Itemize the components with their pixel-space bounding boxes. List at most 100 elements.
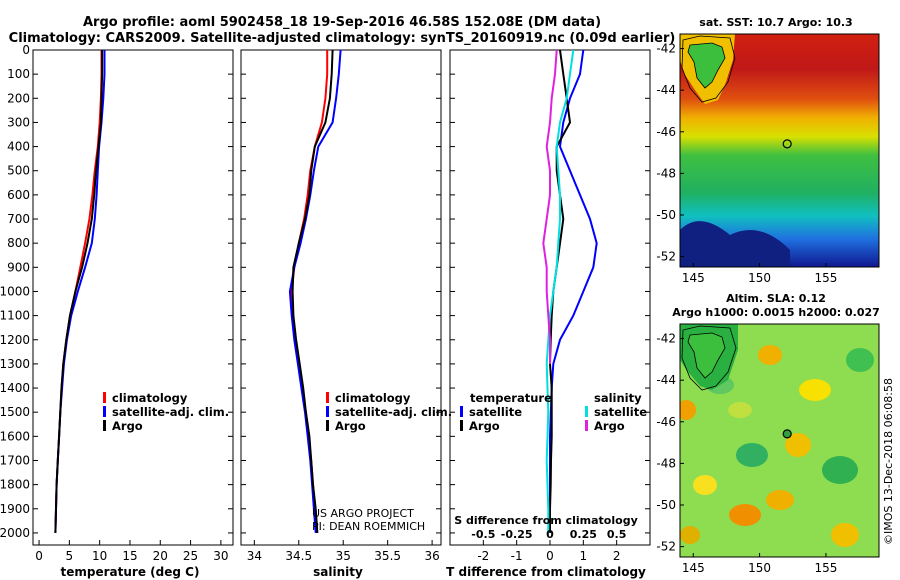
- depth-tick-label: 1600: [0, 429, 30, 443]
- series-line-satellite-adj-clim-: [288, 49, 342, 533]
- sla-map-ticks: 145 150 155 -42 -44 -46 -48 -50 -52: [656, 332, 837, 575]
- s-difference-inner-label: S difference from climatology: [454, 514, 638, 527]
- depth-tick-label: 2000: [0, 526, 30, 540]
- sla-map-frame: [679, 323, 880, 558]
- legend-label-sal-satellite: satellite: [594, 405, 647, 419]
- temperature-axis-ticks: 0 5 10 15 20 25 30: [35, 540, 229, 563]
- sla-high-anomaly: [758, 345, 782, 365]
- depth-tick-label: 1200: [0, 333, 30, 347]
- legend-label-climatology: climatology: [112, 391, 188, 405]
- difference-panel: -2 -1 0 1 2 T difference from climatology S …: [446, 49, 651, 579]
- salinity-legend: climatology satellite-adj. clim. Argo: [326, 391, 452, 433]
- inner-tick-label: 0.25: [570, 528, 597, 541]
- sla-map-panel: Altim. SLA: 0.12 Argo h1000: 0.0015 h200…: [656, 292, 879, 575]
- depth-tick-label: 700: [7, 212, 30, 226]
- series-line-argo: [54, 50, 104, 533]
- legend-header-salinity: salinity: [594, 391, 642, 405]
- sla-map-title: Altim. SLA: 0.12: [726, 292, 826, 305]
- legend-swatch-sal-satellite: [585, 406, 588, 417]
- depth-tick-label: 1700: [0, 453, 30, 467]
- inner-tick-label: 0: [546, 528, 554, 541]
- timestamp-label: ©IMOS 13-Dec-2018 06:08:58: [882, 378, 895, 545]
- difference-series: [542, 49, 598, 533]
- difference-axis-ticks: -2 -1 0 1 2: [477, 540, 620, 563]
- sla-high-anomaly: [766, 490, 794, 510]
- depth-tick-label: 1900: [0, 502, 30, 516]
- depth-tick-label: 1400: [0, 381, 30, 395]
- series-line-argo: [291, 49, 334, 533]
- x-tick-label: 2: [613, 549, 621, 563]
- legend-swatch-temp-satellite: [460, 406, 463, 417]
- x-tick-label: 36: [424, 549, 439, 563]
- longitude-tick-label: 145: [682, 561, 705, 575]
- x-tick-label: 15: [122, 549, 137, 563]
- inner-tick-label: -0.25: [501, 528, 533, 541]
- sst-cold-pool: [680, 221, 790, 267]
- legend-label-argo: Argo: [335, 419, 366, 433]
- legend-swatch-temp-argo: [460, 420, 463, 431]
- legend-label-argo: Argo: [112, 419, 143, 433]
- sla-low-anomaly: [736, 443, 768, 467]
- depth-tick-label: 800: [7, 236, 30, 250]
- credit-line-1: US ARGO PROJECT: [312, 507, 414, 520]
- depth-tick-label: 100: [7, 67, 30, 81]
- x-tick-label: 35.5: [374, 549, 401, 563]
- sla-high-anomaly: [831, 523, 859, 547]
- latitude-tick-label: -52: [656, 250, 676, 264]
- depth-tick-label: 1000: [0, 284, 30, 298]
- title-line-1: Argo profile: aoml 5902458_18 19-Sep-201…: [83, 15, 601, 30]
- salinity-axis-label: salinity: [313, 565, 363, 579]
- depth-tick-label: 1100: [0, 309, 30, 323]
- x-tick-label: -2: [477, 549, 489, 563]
- latitude-tick-label: -42: [656, 332, 676, 346]
- sla-high-anomaly: [680, 526, 700, 544]
- legend-header-temperature: temperature: [470, 391, 552, 405]
- temperature-series: [54, 50, 106, 533]
- sla-high-anomaly: [785, 433, 811, 457]
- sst-map-ticks: 145 150 155 -42 -44 -46 -48 -50 -52: [656, 42, 837, 285]
- bathymetry-contour: [681, 35, 736, 103]
- legend-label-satellite: satellite-adj. clim.: [335, 405, 452, 419]
- series-line-salinity-argo: [542, 49, 558, 364]
- sla-high-anomaly: [799, 379, 831, 401]
- depth-tick-label: 400: [7, 140, 30, 154]
- latitude-tick-label: -48: [656, 166, 676, 180]
- x-tick-label: 0: [546, 549, 554, 563]
- series-line-salinity-satellite: [545, 49, 575, 533]
- sla-high-anomaly: [693, 475, 717, 495]
- latitude-tick-label: -44: [656, 83, 676, 97]
- legend-swatch-argo: [326, 420, 329, 431]
- depth-tick-label: 200: [7, 91, 30, 105]
- legend-swatch-argo: [103, 420, 106, 431]
- argo-float-marker: [782, 429, 792, 439]
- bathymetry-contour: [681, 325, 737, 391]
- salinity-series: [288, 49, 342, 533]
- legend-label-satellite: satellite-adj. clim.: [112, 405, 229, 419]
- depth-tick-label: 0: [22, 43, 30, 57]
- latitude-tick-label: -46: [656, 125, 676, 139]
- depth-tick-label: 600: [7, 188, 30, 202]
- latitude-tick-label: -50: [656, 208, 676, 222]
- latitude-tick-label: -42: [656, 42, 676, 56]
- depth-tick-label: 900: [7, 260, 30, 274]
- sst-map-title: sat. SST: 10.7 Argo: 10.3: [699, 16, 852, 29]
- temperature-legend: climatology satellite-adj. clim. Argo: [103, 391, 229, 433]
- sla-low-anomaly: [846, 348, 874, 372]
- x-tick-label: 34.5: [285, 549, 312, 563]
- sla-high-anomaly: [729, 504, 761, 526]
- depth-tick-label: 1300: [0, 357, 30, 371]
- s-difference-inner-ticks: -0.5 -0.25 0 0.25 0.5: [471, 528, 626, 541]
- salinity-depth-ticks: [241, 49, 441, 534]
- x-tick-label: 1: [580, 549, 588, 563]
- longitude-tick-label: 150: [748, 561, 771, 575]
- x-tick-label: 20: [153, 549, 168, 563]
- sla-low-anomaly: [822, 456, 858, 484]
- legend-label-temp-satellite: satellite: [469, 405, 522, 419]
- argo-float-marker: [782, 139, 792, 149]
- salinity-plot-frame: [240, 49, 442, 546]
- depth-tick-label: 1800: [0, 478, 30, 492]
- t-difference-axis-label: T difference from climatology: [446, 565, 646, 579]
- legend-label-temp-argo: Argo: [469, 419, 500, 433]
